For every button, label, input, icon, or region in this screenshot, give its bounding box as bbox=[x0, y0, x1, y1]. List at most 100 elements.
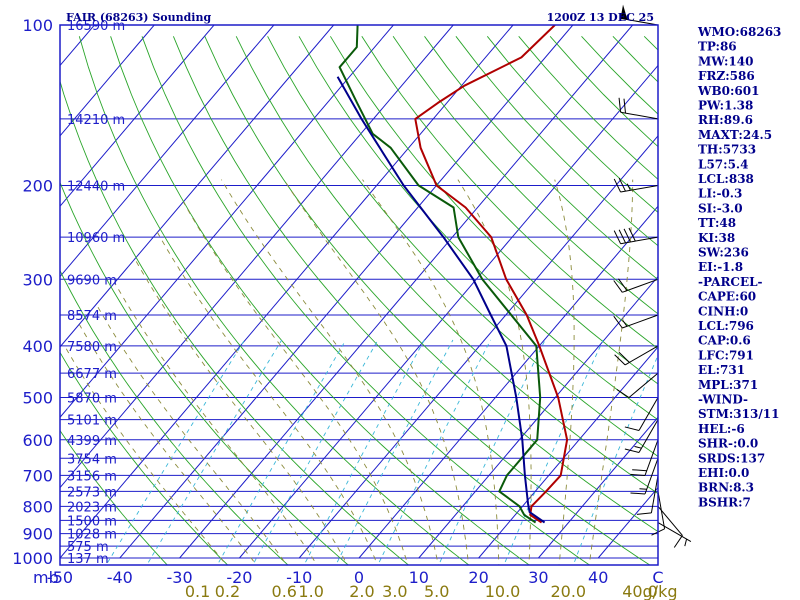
wind-barb-half-feather bbox=[684, 538, 688, 547]
dry-adiabat-line bbox=[60, 181, 349, 565]
height-label: 3156 m bbox=[67, 469, 117, 484]
stat-entry: -WIND- bbox=[698, 393, 748, 407]
wind-barb-feather bbox=[632, 469, 647, 472]
moist-adiabat-line bbox=[79, 324, 258, 565]
stat-entry: TH:5733 bbox=[698, 143, 756, 157]
wind-barb-staff bbox=[622, 314, 659, 329]
wind-barb-feather bbox=[613, 315, 623, 329]
height-label: 7580 m bbox=[67, 340, 117, 355]
isotherm-line bbox=[478, 346, 658, 559]
wind-barb-staff bbox=[620, 236, 659, 245]
moist-adiabat-line bbox=[64, 345, 227, 565]
plot-frame bbox=[59, 24, 659, 566]
isotherm-line bbox=[119, 25, 574, 559]
stat-entry: FRZ:586 bbox=[698, 69, 755, 83]
dry-adiabat-line bbox=[78, 36, 470, 565]
mixing-ratio-tick-label: 5.0 bbox=[424, 582, 449, 600]
dry-adiabat-line bbox=[235, 36, 658, 495]
dry-adiabat-line bbox=[298, 36, 658, 421]
isotherm-line bbox=[239, 64, 658, 559]
stat-entry: TP:86 bbox=[698, 40, 737, 54]
isotherm-line bbox=[60, 25, 394, 419]
mixing-ratio-tick-label: 0.1 bbox=[185, 582, 210, 600]
wind-barb-feather bbox=[613, 230, 622, 244]
wind-barb bbox=[630, 458, 659, 495]
stats-panel: WMO:68263TP:86MW:140FRZ:586WB0:601PW:1.3… bbox=[697, 25, 781, 509]
wind-barb bbox=[624, 419, 659, 454]
dry-adiabat-line bbox=[330, 36, 658, 385]
wind-barb-feather bbox=[636, 512, 652, 515]
moist-adiabat-line bbox=[362, 179, 500, 565]
wind-barb bbox=[613, 177, 659, 193]
mixing-ratio-line bbox=[438, 339, 546, 565]
sounding-traces bbox=[336, 25, 569, 524]
stat-entry: LFC:791 bbox=[698, 348, 754, 362]
moist-adiabat-line bbox=[283, 179, 469, 565]
dry-adiabat-line bbox=[424, 36, 658, 281]
pressure-tick-label: 500 bbox=[22, 389, 53, 408]
wind-barb bbox=[624, 397, 659, 431]
mixing-ratio-line bbox=[303, 339, 425, 565]
mixing-ratio-tick-label: 10.0 bbox=[485, 582, 521, 600]
wind-barb-half-feather bbox=[634, 445, 642, 449]
stat-entry: PW:1.38 bbox=[698, 99, 753, 113]
wind-barb bbox=[613, 227, 659, 245]
wind-barb-half-feather bbox=[622, 320, 628, 327]
mixing-ratio-tick-label: 20.0 bbox=[550, 582, 586, 600]
stat-entry: CAPE:60 bbox=[698, 290, 756, 304]
mixing-ratio-tick-label: 3.0 bbox=[382, 582, 407, 600]
dry-adiabat-line bbox=[361, 36, 658, 350]
wind-barb-feather bbox=[630, 473, 646, 476]
mixing-ratio-line bbox=[335, 339, 454, 565]
height-label: 12440 m bbox=[67, 179, 125, 194]
isotherm-line bbox=[60, 25, 335, 348]
wind-barb-feather bbox=[624, 426, 640, 431]
wind-barb bbox=[613, 314, 659, 329]
mixing-ratio-line bbox=[105, 339, 245, 565]
stat-entry: STM:313/11 bbox=[698, 407, 779, 421]
stat-entry: WB0:601 bbox=[697, 84, 759, 98]
stat-entry: LCL:796 bbox=[698, 319, 754, 333]
stat-entry: SW:236 bbox=[698, 246, 749, 260]
mixing-ratio-tick-label: 40.0 bbox=[622, 582, 658, 600]
mixing-ratio-line bbox=[503, 339, 604, 565]
pressure-tick-label: 400 bbox=[22, 337, 53, 356]
wind-barb-staff bbox=[620, 111, 659, 120]
isotherm-line bbox=[418, 275, 658, 559]
moist-adiabat-line bbox=[554, 179, 575, 565]
height-label: 6677 m bbox=[67, 367, 117, 382]
stat-entry: SHR-:0.0 bbox=[698, 437, 758, 451]
stat-entry: MW:140 bbox=[698, 54, 753, 68]
wind-barb-staff bbox=[620, 184, 659, 193]
wind-barb-feather bbox=[618, 351, 630, 363]
mixing-ratio-line bbox=[377, 339, 491, 565]
stat-entry: EHI:0.0 bbox=[698, 466, 749, 480]
moist-adiabat-line bbox=[96, 304, 288, 565]
pressure-tick-label: 300 bbox=[22, 270, 53, 289]
stat-entry: HEL:-6 bbox=[698, 422, 745, 436]
wind-barb bbox=[636, 475, 659, 515]
moist-adiabat-line bbox=[183, 201, 409, 565]
stat-entry: MAXT:24.5 bbox=[698, 128, 772, 142]
pressure-tick-label: 200 bbox=[22, 176, 53, 195]
stat-entry: BRN:8.3 bbox=[698, 481, 754, 495]
mixing-ratio-tick-label: 0.6 bbox=[272, 582, 297, 600]
temperature-tick-label: 20 bbox=[468, 568, 488, 587]
height-label: 5101 m bbox=[67, 414, 117, 429]
temperature-trace bbox=[414, 25, 569, 524]
stat-entry: EL:731 bbox=[698, 363, 745, 377]
wind-barb-staff bbox=[628, 372, 659, 398]
temperature-tick-label: -40 bbox=[107, 568, 133, 587]
wind-barb bbox=[620, 4, 659, 26]
stat-entry: CINH:0 bbox=[698, 304, 748, 318]
height-label: 16590 m bbox=[67, 19, 125, 34]
temperature-tick-label: -50 bbox=[47, 568, 73, 587]
height-label: 2573 m bbox=[67, 485, 117, 500]
height-label: 1028 m bbox=[67, 528, 117, 543]
wind-barb-feather bbox=[630, 492, 646, 495]
wind-barb bbox=[630, 439, 659, 476]
moist-adiabat-line bbox=[221, 179, 439, 565]
isotherm-line bbox=[60, 25, 454, 489]
wind-barb-feather bbox=[613, 178, 622, 193]
